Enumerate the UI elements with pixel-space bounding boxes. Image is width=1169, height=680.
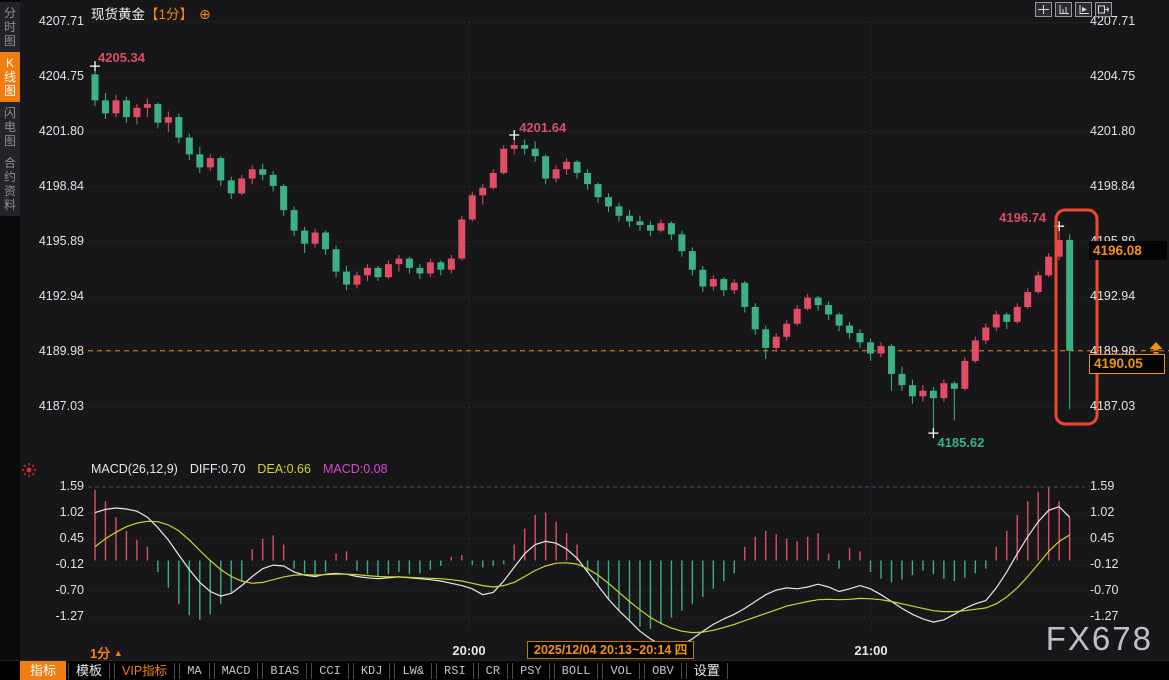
axis-tick-label: -0.70 — [55, 583, 85, 597]
price-annotation: 4196.74 — [999, 210, 1047, 226]
axis-tick-label: 4187.03 — [38, 399, 84, 413]
axis-tick-label: 4198.84 — [38, 179, 84, 193]
axis-tick-label: 0.45 — [59, 531, 84, 545]
axis-tick-label: -0.12 — [1090, 557, 1119, 571]
axis-tick-label: 4198.84 — [1090, 179, 1136, 193]
axis-tick-label: 0.45 — [1090, 531, 1115, 545]
tab-PSY[interactable]: PSY — [512, 662, 550, 679]
macd-macd-value: MACD:0.08 — [322, 462, 388, 476]
tab-CCI[interactable]: CCI — [311, 662, 349, 679]
axis-tick-label: -1.27 — [55, 609, 85, 623]
tab-RSI[interactable]: RSI — [436, 662, 474, 679]
macd-dea-value: DEA:0.66 — [257, 462, 311, 476]
tab-OBV[interactable]: OBV — [644, 662, 682, 679]
indicator-tab-bar: 指标 模板 VIP指标 MA MACD BIAS CCI KDJ LW& RSI CR PSY BOLL… — [0, 660, 1169, 680]
tab-模板[interactable]: 模板 — [68, 662, 111, 679]
axis-tick-label: 1.02 — [59, 505, 84, 519]
y-axis-scale-icon[interactable] — [1055, 2, 1072, 17]
tab-KDJ[interactable]: KDJ — [352, 662, 391, 679]
triangle-up-icon: ▲ — [113, 648, 123, 658]
tab-VOL[interactable]: VOL — [602, 662, 641, 679]
current-price-badge: 4190.05 — [1089, 354, 1165, 374]
price-annotation: 4201.64 — [519, 119, 567, 135]
price-annotation: 4185.62 — [937, 435, 985, 451]
period-tag: 【1分】 — [145, 7, 194, 22]
macd-formula-label: MACD(26,12,9) — [91, 462, 178, 476]
interval-selector[interactable]: 1分 ▲ — [90, 646, 123, 661]
axis-tick-label: 4207.71 — [1090, 14, 1136, 28]
tab-BOLL[interactable]: BOLL — [553, 662, 599, 679]
fx678-watermark: FX678 — [1045, 620, 1153, 657]
tab-设置[interactable]: 设置 — [685, 662, 728, 679]
axis-tick-label: 4201.80 — [38, 124, 84, 138]
macd-diff-value: DIFF:0.70 — [189, 462, 246, 476]
chart-toolbar — [1035, 2, 1112, 17]
axis-tick-label: 4195.89 — [38, 234, 84, 248]
tab-BIAS[interactable]: BIAS — [262, 662, 308, 679]
tab-MACD[interactable]: MACD — [213, 662, 259, 679]
axis-tick-label: 4204.75 — [38, 69, 84, 83]
tab-MA[interactable]: MA — [179, 662, 210, 679]
axis-tick-label: 4192.94 — [38, 289, 84, 303]
axis-tick-label: 1.59 — [59, 479, 84, 493]
chart-title: 现货黄金【1分】 ⊕ — [91, 3, 211, 23]
pan-tool-icon[interactable] — [1035, 2, 1052, 17]
axis-tick-label: 1.59 — [1090, 479, 1115, 493]
axis-tick-label: 4201.80 — [1090, 124, 1136, 138]
time-axis-label: 21:00 — [854, 643, 888, 658]
sidebar-item-2[interactable]: K 线 图 — [0, 52, 20, 102]
sidebar-item-3[interactable]: 闪 电 图 — [0, 102, 20, 152]
tab-LW&[interactable]: LW& — [394, 662, 433, 679]
macd-header: MACD(26,12,9) DIFF:0.70 DEA:0.66 MACD:0.08 — [91, 462, 400, 476]
axis-tick-label: 4187.03 — [1090, 399, 1136, 413]
axis-tick-label: -0.70 — [1090, 583, 1119, 597]
axis-tick-label: 4207.71 — [38, 14, 84, 28]
axis-tick-label: -0.12 — [55, 557, 85, 571]
sidebar-item-1[interactable]: 分 时 图 — [0, 2, 20, 52]
price-up-arrow-icon — [1148, 341, 1164, 359]
tab-VIP指标[interactable]: VIP指标 — [114, 662, 176, 679]
magnifier-icon[interactable]: ⊕ — [199, 6, 211, 22]
axis-tick-label: 1.02 — [1090, 505, 1115, 519]
axis-tick-label: 4204.75 — [1090, 69, 1136, 83]
sidebar-item-4[interactable]: 合 约 资 料 — [0, 152, 20, 216]
x-axis-scale-icon[interactable] — [1075, 2, 1092, 17]
axis-tick-label: 4189.98 — [38, 344, 84, 358]
candle-time-range-badge: 2025/12/04 20:13~20:14 四 — [527, 641, 695, 659]
axis-tick-label: 4192.94 — [1090, 289, 1136, 303]
tab-CR[interactable]: CR — [477, 662, 509, 679]
time-axis-label: 20:00 — [452, 643, 486, 658]
last-price-badge: 4196.08 — [1089, 241, 1167, 260]
price-annotation: 4205.34 — [98, 50, 145, 66]
indicator-alert-icon[interactable] — [21, 462, 37, 483]
tab-指标[interactable]: 指标 — [20, 660, 67, 680]
axis-tick-label: -1.27 — [1090, 609, 1119, 623]
instrument-title: 现货黄金 — [91, 7, 145, 22]
new-window-icon[interactable] — [1095, 2, 1112, 17]
